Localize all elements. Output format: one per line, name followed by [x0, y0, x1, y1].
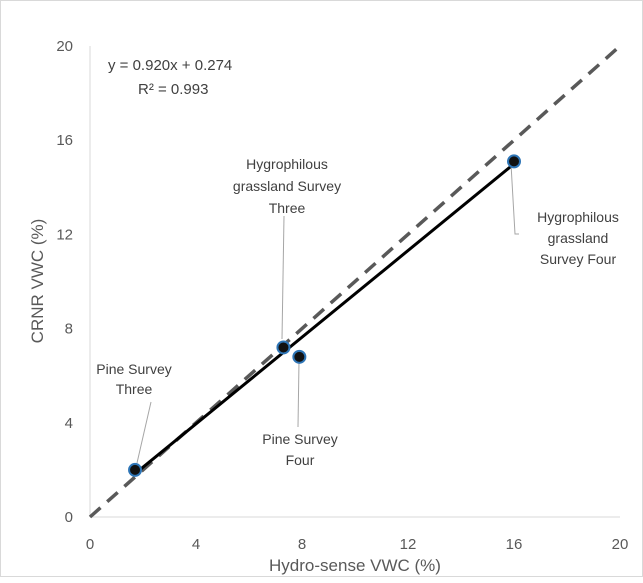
y-tick-label: 8 [65, 321, 73, 338]
y-axis-title: CRNR VWC (%) [28, 219, 47, 344]
y-tick-label: 0 [65, 509, 73, 526]
point-annotations: Pine Survey Three Hygrophilous grassland Su… [96, 156, 619, 468]
x-tick-label: 8 [298, 536, 306, 553]
data-point [276, 340, 291, 355]
data-points [128, 154, 521, 477]
annotation-leader-line [297, 360, 300, 428]
data-point [292, 349, 307, 364]
data-point [507, 154, 521, 169]
point-annotation-label: Pine Survey [96, 361, 171, 377]
y-tick-label: 20 [56, 38, 73, 55]
annotation-leader-line [281, 215, 285, 340]
y-tick-label: 16 [56, 132, 73, 149]
point-annotation-label: Hygrophilous [537, 209, 619, 225]
point-annotation-label: Survey Four [540, 251, 617, 267]
annotation-leader-line [136, 401, 152, 464]
r-squared-label: R² = 0.993 [138, 81, 208, 98]
y-tick-label: 12 [56, 226, 73, 243]
point-annotation-label: Pine Survey [262, 431, 337, 447]
y-tick-labels: 0 4 8 12 16 20 [56, 38, 73, 526]
x-tick-label: 16 [506, 536, 523, 553]
x-tick-label: 12 [400, 536, 417, 553]
x-tick-labels: 0 4 8 12 16 20 [86, 536, 629, 553]
data-point [128, 462, 143, 477]
y-tick-label: 4 [65, 415, 73, 432]
point-annotation-label: grassland [548, 230, 609, 246]
point-annotation-label: grassland Survey [233, 178, 341, 194]
x-axis-title: Hydro-sense VWC (%) [269, 556, 441, 575]
point-annotation-label: Three [269, 200, 306, 216]
x-tick-label: 20 [612, 536, 629, 553]
annotation-leader-line [510, 163, 519, 235]
point-annotation-label: Three [116, 381, 153, 397]
x-tick-label: 0 [86, 536, 94, 553]
annotation-leaders [136, 163, 519, 464]
trendline [134, 162, 515, 475]
point-annotation-label: Hygrophilous [246, 156, 328, 172]
point-annotation-label: Four [286, 452, 315, 468]
trendline-equation: y = 0.920x + 0.274 [108, 57, 232, 74]
x-tick-label: 4 [192, 536, 200, 553]
